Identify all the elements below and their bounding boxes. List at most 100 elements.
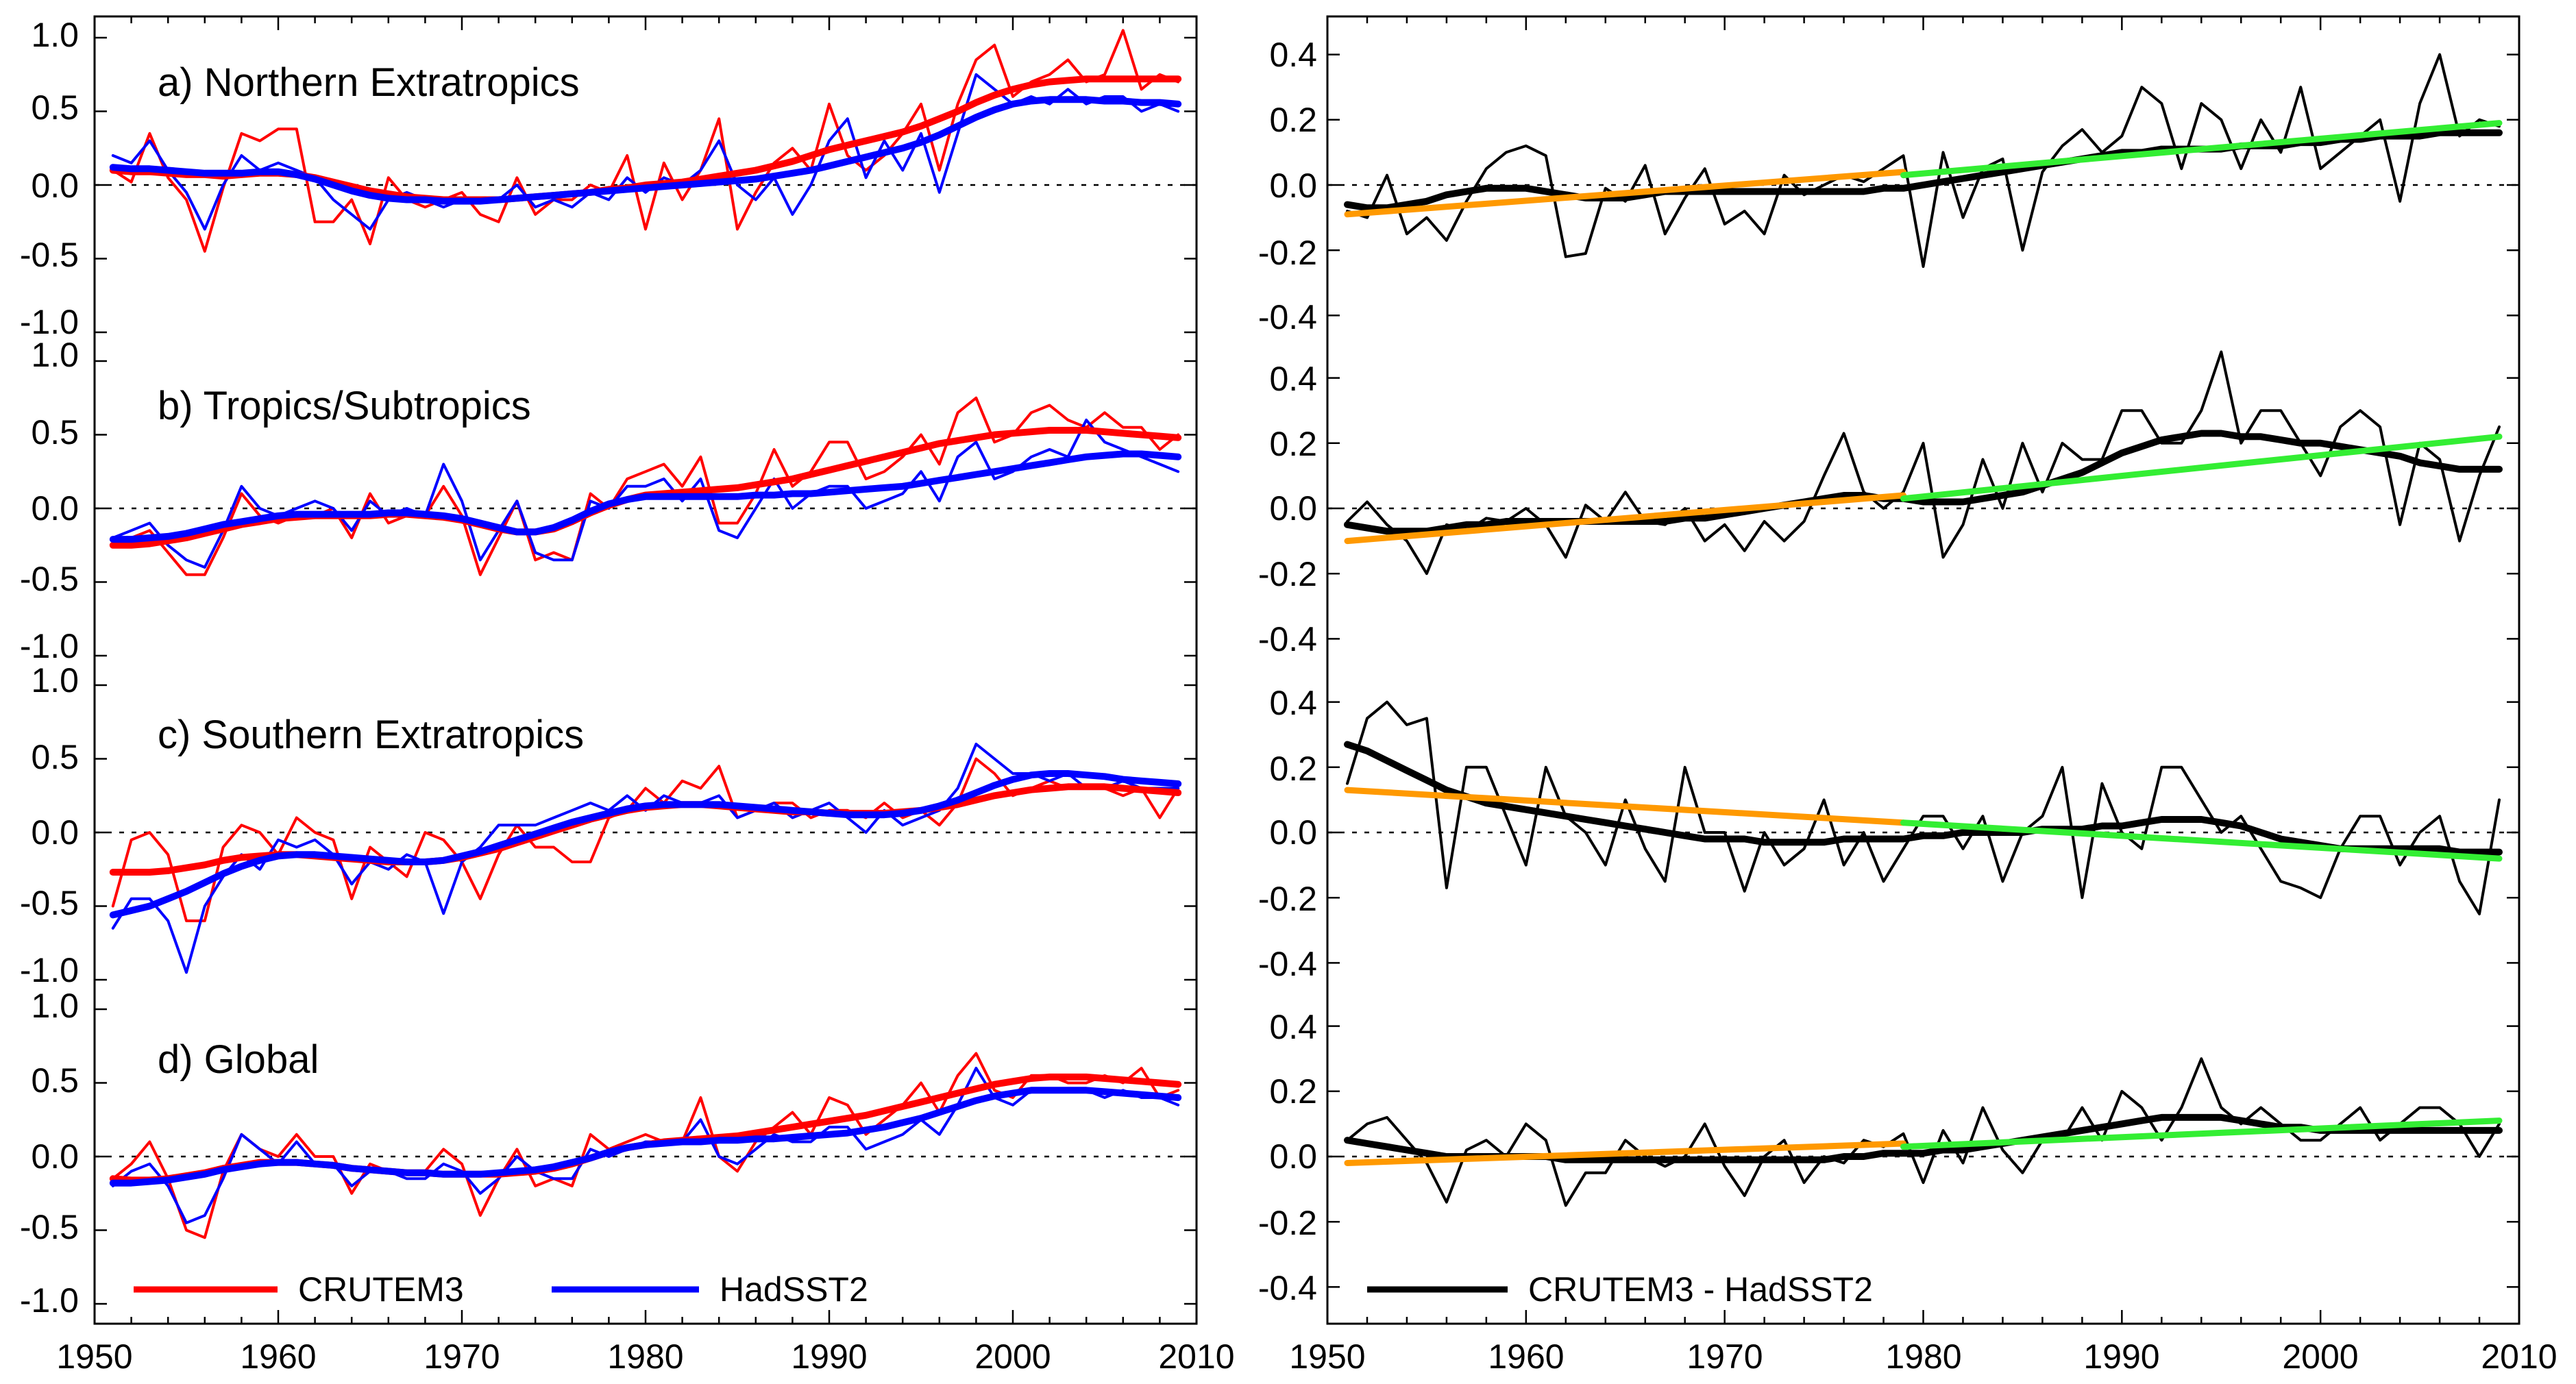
y-tick-label: 1.0	[31, 987, 79, 1025]
subplot-a: a) Northern Extratropics 1.0 0.5 0.0 -0.…	[20, 16, 1197, 341]
x-tick-label: 1950	[1289, 1337, 1365, 1376]
crutem3-smoothed-line	[109, 427, 1182, 549]
left-panel: a) Northern Extratropics 1.0 0.5 0.0 -0.…	[20, 15, 1235, 1376]
y-tick-label: 0.2	[1269, 1072, 1317, 1111]
right-subplot-4-yticklabels: 0.4 0.2 0.0 -0.2 -0.4	[1258, 1008, 1317, 1307]
legend-difference-label: CRUTEM3 - HadSST2	[1528, 1270, 1873, 1309]
trend-early-line	[1344, 169, 1906, 218]
hadsst2-smoothed-line	[109, 1087, 1182, 1187]
trend-late-line	[1900, 120, 2503, 179]
y-tick-label: 0.5	[31, 88, 79, 127]
y-tick-label: 0.4	[1269, 684, 1317, 722]
x-tick-label: 2010	[1158, 1337, 1234, 1376]
y-tick-label: -0.4	[1258, 298, 1317, 336]
right-panel: 0.4 0.2 0.0 -0.2 -0.4 0.4 0.2 0.0 -0.2 -…	[1258, 15, 2557, 1376]
y-tick-label: 0.0	[1269, 489, 1317, 528]
difference-line	[1346, 350, 2501, 576]
legend-crutem3-label: CRUTEM3	[298, 1270, 464, 1309]
crutem3-line	[111, 29, 1180, 253]
right-legend: CRUTEM3 - HadSST2	[1367, 1270, 1873, 1309]
difference-smoothed-line	[1344, 129, 2503, 212]
right-subplot-3: 0.4 0.2 0.0 -0.2 -0.4	[1258, 684, 2519, 983]
trend-late-line	[1900, 433, 2503, 502]
right-subplot-1-data	[1327, 53, 2519, 317]
trend-early-line	[1344, 1140, 1906, 1166]
y-tick-label: 0.0	[31, 166, 79, 205]
y-tick-label: 1.0	[31, 16, 79, 54]
subplot-b-title: b) Tropics/Subtropics	[158, 384, 531, 428]
y-tick-label: -0.5	[20, 884, 79, 922]
y-tick-label: -0.4	[1258, 620, 1317, 658]
y-tick-label: -0.5	[20, 236, 79, 274]
y-tick-label: -1.0	[20, 303, 79, 341]
x-tick-label: 1970	[424, 1337, 500, 1376]
y-tick-label: -0.2	[1258, 880, 1317, 918]
x-tick-label: 1960	[1488, 1337, 1564, 1376]
subplot-a-yticklabels: 1.0 0.5 0.0 -0.5 -1.0	[20, 16, 79, 341]
x-tick-label: 1980	[1885, 1337, 1961, 1376]
hadsst2-smoothed-line	[109, 450, 1182, 543]
legend-hadsst2-label: HadSST2	[720, 1270, 868, 1309]
x-tick-label: 1960	[240, 1337, 316, 1376]
right-subplot-3-yticklabels: 0.4 0.2 0.0 -0.2 -0.4	[1258, 684, 1317, 983]
x-tick-label: 1970	[1686, 1337, 1763, 1376]
y-tick-label: 0.0	[31, 489, 79, 528]
y-tick-label: 1.0	[31, 336, 79, 374]
y-tick-label: -1.0	[20, 627, 79, 665]
right-xticklabels: 1950 1960 1970 1980 1990 2000 2010	[1289, 1337, 2557, 1376]
trend-late-line	[1900, 1117, 2503, 1150]
y-tick-label: 0.0	[31, 1137, 79, 1176]
x-tick-label: 2000	[974, 1337, 1051, 1376]
y-tick-label: 0.0	[31, 813, 79, 852]
trend-early-line	[1344, 492, 1906, 545]
y-tick-label: 0.5	[31, 1061, 79, 1100]
y-tick-label: 0.4	[1269, 1008, 1317, 1046]
subplot-b-data	[95, 360, 1197, 657]
y-tick-label: -0.5	[20, 1208, 79, 1246]
subplot-d-data	[95, 1008, 1197, 1305]
left-xticklabels: 1950 1960 1970 1980 1990 2000 2010	[56, 1337, 1234, 1376]
difference-smoothed-line	[1344, 430, 2503, 535]
subplot-b-yticklabels: 1.0 0.5 0.0 -0.5 -1.0	[20, 336, 79, 665]
subplot-a-title: a) Northern Extratropics	[158, 60, 580, 105]
right-subplot-4-data	[1327, 1025, 2519, 1288]
x-tick-label: 1990	[2083, 1337, 2159, 1376]
x-tick-label: 2010	[2481, 1337, 2557, 1376]
right-subplot-3-data	[1327, 700, 2519, 964]
difference-smoothed-line	[1344, 741, 2503, 856]
y-tick-label: -0.2	[1258, 1204, 1317, 1242]
y-tick-label: 1.0	[31, 661, 79, 700]
subplot-d-yticklabels: 1.0 0.5 0.0 -0.5 -1.0	[20, 987, 79, 1320]
subplot-a-data	[95, 29, 1197, 334]
y-tick-label: 0.4	[1269, 360, 1317, 398]
y-tick-label: -0.4	[1258, 1269, 1317, 1307]
y-tick-label: 0.2	[1269, 101, 1317, 139]
y-tick-label: 0.2	[1269, 425, 1317, 463]
subplot-c-data	[95, 684, 1197, 981]
trend-early-line	[1344, 787, 1906, 826]
hadsst2-line	[111, 419, 1180, 569]
right-subplot-4: 0.4 0.2 0.0 -0.2 -0.4	[1258, 1008, 2519, 1307]
hadsst2-smoothed-line	[109, 770, 1182, 919]
y-tick-label: 0.0	[1269, 813, 1317, 852]
trend-late-line	[1900, 819, 2503, 862]
right-subplot-1-yticklabels: 0.4 0.2 0.0 -0.2 -0.4	[1258, 36, 1317, 336]
y-tick-label: 0.0	[1269, 1137, 1317, 1176]
x-tick-label: 1980	[607, 1337, 683, 1376]
crutem3-line	[111, 757, 1180, 922]
difference-line	[1346, 1057, 2501, 1207]
x-tick-label: 2000	[2282, 1337, 2358, 1376]
y-tick-label: -0.2	[1258, 234, 1317, 272]
hadsst2-smoothed-line	[109, 96, 1182, 205]
difference-smoothed-line	[1344, 1113, 2503, 1163]
left-legend: CRUTEM3 HadSST2	[134, 1270, 868, 1309]
x-tick-label: 1950	[56, 1337, 132, 1376]
y-tick-label: 0.5	[31, 738, 79, 776]
subplot-c-title: c) Southern Extratropics	[158, 713, 584, 757]
y-tick-label: -1.0	[20, 951, 79, 989]
right-subplot-2: 0.4 0.2 0.0 -0.2 -0.4	[1258, 350, 2519, 658]
left-frame	[93, 15, 1198, 1325]
y-tick-label: -0.2	[1258, 555, 1317, 593]
y-tick-label: 0.2	[1269, 750, 1317, 788]
